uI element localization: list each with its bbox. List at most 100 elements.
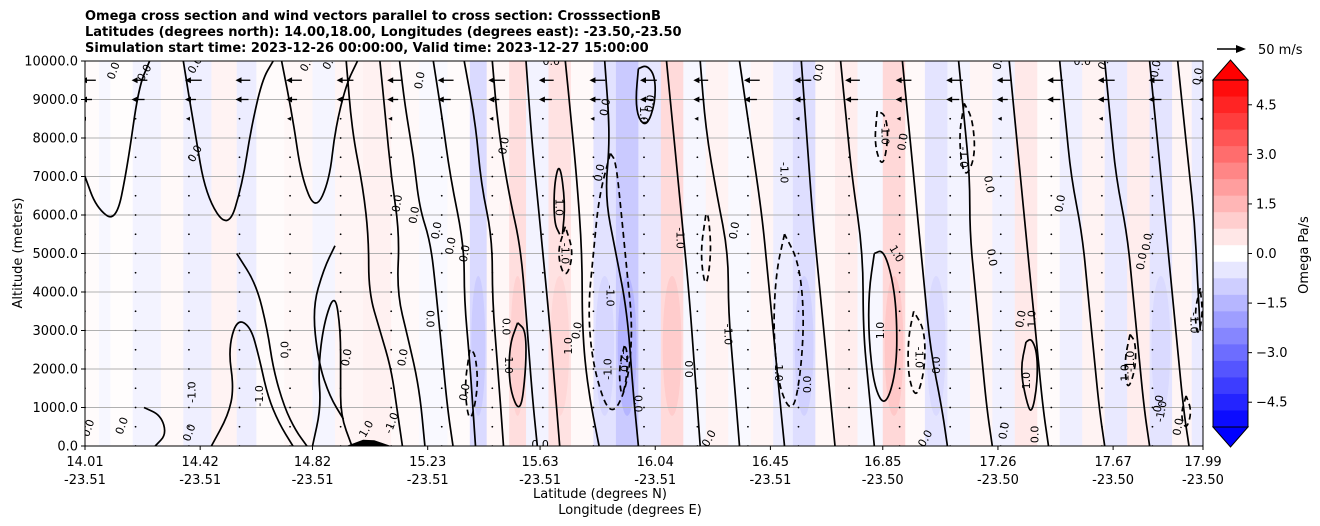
wind-vector-head bbox=[1047, 77, 1054, 84]
wind-vector-dot bbox=[592, 233, 595, 236]
wind-vector-dot bbox=[134, 387, 137, 390]
wind-vector-dot bbox=[1151, 271, 1154, 274]
wind-vector-dot bbox=[949, 271, 952, 274]
contour-line-0_0 bbox=[491, 61, 539, 446]
contour-label: 1.0 bbox=[772, 364, 785, 382]
wind-vector-dot bbox=[747, 329, 749, 332]
terrain bbox=[346, 439, 392, 446]
wind-vector-dot bbox=[797, 348, 800, 351]
contour-label: -1.0 bbox=[1153, 400, 1170, 423]
x-tick-label-lat: 17.99 bbox=[1184, 455, 1221, 470]
contour-label: 0.0 bbox=[457, 382, 473, 401]
contour-label-layer: 0.0 0.0 0.0 0.0 0.0 0.0 0.0 -1.0 -1.0 0.0 0.0 0.0 0.… bbox=[85, 61, 1206, 446]
wind-vector-head bbox=[1199, 78, 1203, 83]
contour-label: 0.0 bbox=[683, 360, 696, 378]
wind-vector-dot bbox=[541, 175, 544, 178]
wind-vector-dot bbox=[541, 233, 544, 236]
contour-label: 0.0 bbox=[443, 236, 459, 255]
wind-vector-dot bbox=[134, 329, 137, 332]
wind-vector-dot bbox=[541, 194, 544, 197]
wind-vector-dot bbox=[898, 156, 901, 159]
wind-vector-dot bbox=[999, 406, 1002, 409]
wind-vector-dot bbox=[848, 194, 850, 197]
wind-vector-dot bbox=[134, 252, 137, 255]
colorbar-segment bbox=[1213, 344, 1248, 362]
contour-line-0_0 bbox=[1148, 61, 1190, 446]
wind-vector-dot bbox=[696, 387, 699, 390]
x-tick-label-lon: -23.51 bbox=[519, 473, 561, 488]
wind-vector-head bbox=[946, 96, 953, 103]
wind-vector-dot bbox=[949, 194, 952, 197]
x-tick-label-lon: -23.51 bbox=[64, 473, 106, 488]
wind-vector-dot bbox=[1050, 117, 1053, 120]
wind-vector-dot bbox=[238, 291, 241, 293]
wind-vector-dot bbox=[1050, 291, 1053, 293]
wind-vector-dot bbox=[541, 214, 544, 216]
wind-vector-dot bbox=[188, 252, 190, 255]
x-tick-label-lon: -23.51 bbox=[407, 473, 449, 488]
contour-label: 0.0 bbox=[496, 136, 512, 155]
wind-vector-dot bbox=[541, 156, 544, 159]
wind-vector-dot bbox=[440, 406, 443, 409]
wind-vector-dot bbox=[289, 387, 291, 390]
wind-vector-dot bbox=[390, 329, 393, 332]
colorbar-extend-high bbox=[1211, 59, 1250, 81]
wind-vector-dot bbox=[797, 156, 800, 159]
wind-vector-dot bbox=[134, 406, 137, 409]
quiver-key-label: 50 m/s bbox=[1258, 43, 1303, 58]
wind-vector-dot bbox=[491, 252, 494, 255]
contour-label: 0.0 bbox=[1190, 67, 1206, 86]
wind-vector-dot bbox=[797, 329, 800, 332]
x-tick-label-lat: 17.26 bbox=[979, 455, 1016, 470]
wind-vector-dot bbox=[134, 310, 137, 313]
contour-label: -1.0 bbox=[674, 227, 687, 248]
colorbar-segment bbox=[1213, 212, 1248, 230]
wind-vector-dot bbox=[949, 291, 952, 293]
contour-label: 0.0 bbox=[592, 163, 608, 182]
y-axis-ticks: 0.0 1000.0 2000.0 3000.0 4000.0 5000.0 6000.0 7… bbox=[24, 55, 85, 455]
wind-vector-head bbox=[997, 116, 1002, 121]
contour-line-neg1_0 bbox=[959, 102, 976, 174]
wind-vector-dot bbox=[592, 175, 595, 178]
contour-line-0_0 bbox=[957, 61, 994, 446]
x-tick-label-lon: -23.50 bbox=[977, 473, 1019, 488]
wind-vector-dot bbox=[999, 387, 1002, 390]
wind-vector-dot bbox=[1050, 310, 1053, 313]
x-tick-label-lon: -23.51 bbox=[749, 473, 791, 488]
wind-vector-dot bbox=[1050, 194, 1053, 197]
wind-vector-dot bbox=[592, 329, 595, 332]
wind-vector-dot bbox=[188, 329, 190, 332]
wind-vector-dot bbox=[339, 348, 342, 351]
y-tick-label: 6000.0 bbox=[33, 209, 79, 224]
wind-vector-dot bbox=[339, 233, 342, 236]
wind-vector-head bbox=[286, 77, 293, 84]
wind-vector-dot bbox=[1151, 233, 1154, 236]
wind-vector-dot bbox=[747, 137, 749, 139]
x-tick-label-lat: 16.45 bbox=[752, 455, 789, 470]
wind-vector-dot bbox=[848, 310, 850, 313]
wind-vector-head bbox=[743, 77, 750, 84]
contour-line-neg1_0 bbox=[700, 214, 712, 284]
wind-vector-dot bbox=[592, 310, 595, 313]
colorbar-tick-label: 3.0 bbox=[1256, 148, 1277, 163]
wind-vector-dot bbox=[1151, 175, 1154, 178]
wind-vector-dot bbox=[848, 329, 850, 332]
colorbar-segment bbox=[1213, 245, 1248, 263]
wind-vector-dot bbox=[643, 175, 645, 178]
wind-vector-dot bbox=[491, 233, 494, 236]
wind-vector-dot bbox=[440, 214, 443, 216]
colorbar-tick-label: −1.5 bbox=[1256, 297, 1288, 312]
wind-vector-dot bbox=[898, 387, 901, 390]
wind-vector-dot bbox=[491, 348, 494, 351]
wind-vector-dot bbox=[1151, 310, 1154, 313]
wind-vector-dot bbox=[848, 117, 850, 120]
wind-vector-dot bbox=[592, 156, 595, 159]
wind-vector-dot bbox=[1050, 156, 1053, 159]
x-tick-label-lon: -23.51 bbox=[179, 473, 221, 488]
wind-vector-dot bbox=[339, 406, 342, 409]
wind-vector-head bbox=[538, 96, 545, 103]
wind-vector-dot bbox=[696, 194, 699, 197]
x-tick-label-lat: 16.04 bbox=[637, 455, 674, 470]
wind-vector-dot bbox=[797, 425, 800, 428]
wind-vector-dot bbox=[134, 156, 137, 159]
